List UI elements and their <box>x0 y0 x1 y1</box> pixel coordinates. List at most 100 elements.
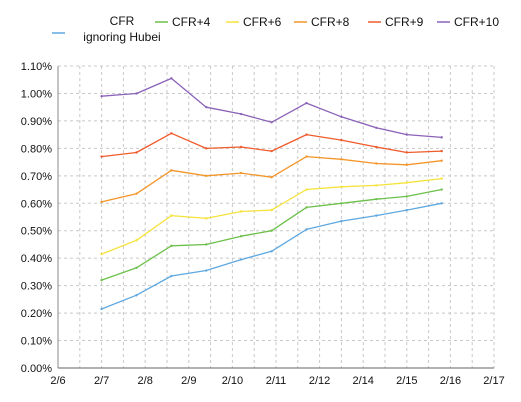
data-point <box>170 132 173 135</box>
y-tick-label: 0.20% <box>21 308 52 320</box>
legend-item-5: CFR+10 <box>437 15 499 29</box>
x-tick-label: 2/14 <box>352 375 373 387</box>
legend-label: CFR+10 <box>454 15 499 29</box>
data-point <box>239 112 243 116</box>
x-tick-label: 2/9 <box>181 375 196 387</box>
data-point <box>340 185 343 188</box>
series-line-0 <box>101 202 442 310</box>
legend: CFR ignoring Hubei CFR+4 CFR+6 CFR+8 CFR+9 CFR… <box>52 14 499 44</box>
data-point <box>305 155 308 158</box>
legend-label: CFR+8 <box>311 15 350 29</box>
data-point <box>405 208 408 212</box>
data-point <box>239 235 243 238</box>
data-point <box>305 228 308 231</box>
data-point <box>100 307 103 311</box>
y-tick-label: 0.80% <box>21 143 52 155</box>
data-point <box>340 138 343 142</box>
data-point <box>100 155 103 158</box>
data-point <box>205 105 208 109</box>
data-point <box>170 244 173 248</box>
legend-label: ignoring Hubei <box>83 30 160 44</box>
x-tick-label: 2/17 <box>483 375 504 387</box>
data-point <box>170 77 173 80</box>
x-tick-label: 2/16 <box>440 375 461 387</box>
y-tick-label: 1.00% <box>21 88 52 100</box>
data-point <box>340 115 343 118</box>
legend-item-3: CFR+8 <box>294 15 350 29</box>
y-tick-label: 0.00% <box>21 363 52 375</box>
legend-label: CFR+6 <box>243 15 282 29</box>
data-point <box>305 188 308 191</box>
x-tick-label: 2/6 <box>50 375 65 387</box>
data-point <box>270 250 273 253</box>
data-point <box>239 210 243 213</box>
data-point <box>375 126 378 129</box>
x-tick-label: 2/11 <box>266 375 287 387</box>
x-tick-label: 2/10 <box>222 375 243 387</box>
y-tick-label: 0.60% <box>21 198 52 210</box>
data-point <box>205 243 208 246</box>
data-point <box>305 133 308 136</box>
series-lines <box>100 77 443 311</box>
data-point <box>135 239 138 242</box>
series-line-2 <box>101 177 442 255</box>
series-line-3 <box>101 155 442 203</box>
data-point <box>405 151 408 154</box>
axes: 0.00% 0.10% 0.20% 0.30% 0.40% 0.50% 0.60% 0.70%… <box>21 61 505 387</box>
data-point <box>375 162 378 165</box>
data-point <box>135 92 138 95</box>
data-point <box>405 133 408 136</box>
data-point <box>205 269 208 272</box>
data-point <box>305 206 308 209</box>
data-point <box>100 200 103 204</box>
data-point <box>440 177 443 180</box>
legend-label: CFR+9 <box>385 15 424 29</box>
data-point <box>440 149 443 153</box>
y-tick-label: 0.30% <box>21 281 52 293</box>
data-point <box>170 169 173 172</box>
y-tick-label: 0.50% <box>21 226 52 238</box>
x-tick-label: 2/7 <box>94 375 109 387</box>
data-point <box>135 266 138 269</box>
x-tick-label: 2/8 <box>138 375 153 387</box>
data-point <box>440 159 443 162</box>
series-line-5 <box>101 77 442 139</box>
grid <box>58 65 495 369</box>
legend-item-0: CFR ignoring Hubei <box>52 14 161 44</box>
x-tick-label: 2/15 <box>396 375 417 387</box>
data-point <box>100 252 103 256</box>
data-point <box>170 274 173 278</box>
data-point <box>205 147 208 150</box>
data-point <box>270 121 273 124</box>
data-point <box>440 136 443 139</box>
data-point <box>440 188 443 191</box>
data-point <box>375 145 378 149</box>
data-point <box>305 101 308 105</box>
data-point <box>405 195 408 198</box>
legend-label: CFR <box>110 14 135 28</box>
legend-label: CFR+4 <box>172 15 211 29</box>
legend-item-1: CFR+4 <box>155 15 211 29</box>
data-point <box>270 175 273 179</box>
data-point <box>405 181 408 184</box>
data-point <box>205 217 208 220</box>
x-tick-label: 2/12 <box>309 375 330 387</box>
y-tick-label: 1.10% <box>21 61 52 73</box>
y-tick-label: 0.90% <box>21 116 52 128</box>
legend-item-4: CFR+9 <box>368 15 424 29</box>
y-tick-label: 0.40% <box>21 253 52 265</box>
data-point <box>340 219 343 223</box>
data-point <box>100 278 103 282</box>
data-point <box>205 174 208 178</box>
data-point <box>440 202 443 205</box>
data-point <box>270 208 273 212</box>
data-point <box>375 214 378 217</box>
data-point <box>270 149 273 153</box>
data-point <box>135 192 138 195</box>
data-point <box>405 163 408 167</box>
data-point <box>239 145 243 149</box>
data-point <box>100 95 103 98</box>
data-point <box>340 202 343 205</box>
data-point <box>239 171 243 175</box>
